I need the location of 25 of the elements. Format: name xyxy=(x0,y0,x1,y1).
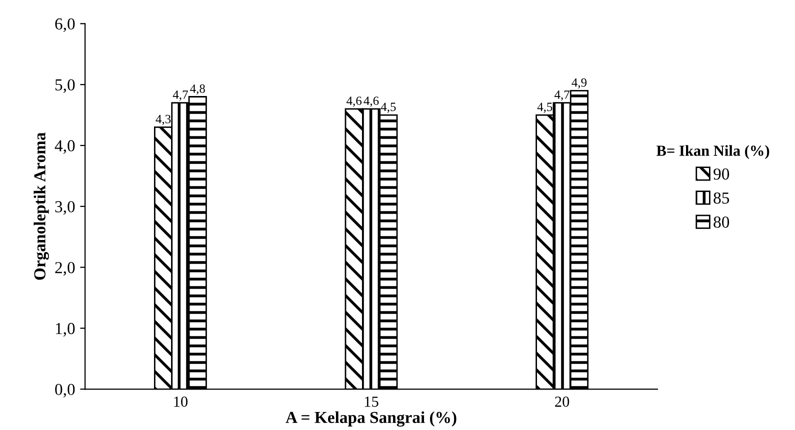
x-axis-title: A = Kelapa Sangrai (%) xyxy=(286,411,456,427)
y-axis-title: Organoleptik Aroma xyxy=(34,132,49,280)
y-tick-label: 4,0 xyxy=(54,140,75,154)
data-label: 4,5 xyxy=(537,102,552,113)
legend-label: 80 xyxy=(714,216,730,228)
y-tick-label: 0,0 xyxy=(55,384,75,398)
legend-label: 90 xyxy=(714,168,730,180)
data-label: 4,6 xyxy=(364,96,379,107)
x-tick-label: 15 xyxy=(364,396,378,407)
data-label: 4,3 xyxy=(156,114,171,126)
y-tick-label: 1,0 xyxy=(56,322,75,337)
data-label: 4,5 xyxy=(380,102,396,113)
y-tick-label: 5,0 xyxy=(55,79,75,93)
y-tick-label: 2,0 xyxy=(55,262,75,276)
y-tick-label: 6,0 xyxy=(55,18,75,32)
data-label: 4,7 xyxy=(172,90,188,101)
legend-label: 85 xyxy=(714,192,730,204)
data-label: 4,9 xyxy=(572,78,587,89)
x-tick-label: 20 xyxy=(555,396,570,407)
data-label: 4,7 xyxy=(554,90,570,101)
y-tick-label: 3,0 xyxy=(55,201,75,215)
legend-title: B= Ikan Nila (%) xyxy=(656,145,770,159)
data-label: 4,6 xyxy=(346,96,362,107)
data-label: 4,8 xyxy=(190,84,205,95)
x-tick-label: 10 xyxy=(174,396,188,407)
